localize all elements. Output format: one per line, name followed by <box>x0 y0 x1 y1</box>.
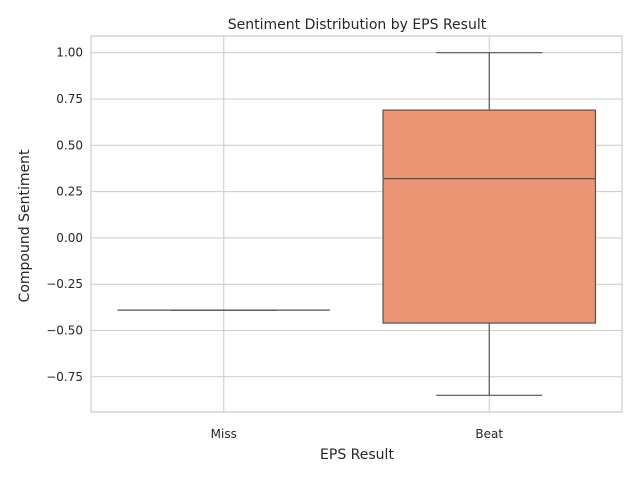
x-tick-label: Beat <box>475 427 503 441</box>
boxes <box>117 52 597 396</box>
y-axis-label: Compound Sentiment <box>17 149 33 302</box>
box-beat <box>382 109 597 324</box>
y-tick-label: 0.00 <box>56 231 83 245</box>
y-tick-label: 0.25 <box>56 185 83 199</box>
y-tick-label: 0.50 <box>56 138 83 152</box>
y-tick-labels: −0.75 −0.50 −0.25 0.00 0.25 0.50 0.75 1.00 <box>46 46 83 384</box>
y-tick-label: −0.75 <box>46 370 83 384</box>
y-tick-label: 1.00 <box>56 46 83 60</box>
y-tick-label: −0.50 <box>46 324 83 338</box>
y-tick-label: 0.75 <box>56 92 83 106</box>
chart-title: Sentiment Distribution by EPS Result <box>228 17 487 33</box>
x-tick-labels: Miss Beat <box>211 427 504 441</box>
x-axis-label: EPS Result <box>320 447 394 463</box>
x-tick-label: Miss <box>211 427 237 441</box>
plot-frame <box>90 35 623 413</box>
y-tick-label: −0.25 <box>46 277 83 291</box>
